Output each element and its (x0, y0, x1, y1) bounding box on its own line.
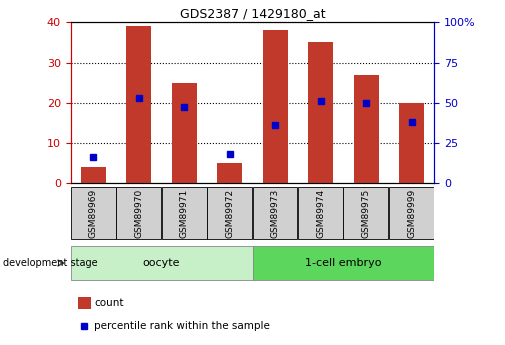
Bar (78, 297, 91, 309)
FancyBboxPatch shape (207, 187, 252, 239)
FancyBboxPatch shape (71, 246, 252, 280)
FancyBboxPatch shape (252, 187, 297, 239)
Text: GSM89969: GSM89969 (89, 188, 98, 238)
Text: GSM89972: GSM89972 (225, 188, 234, 238)
FancyBboxPatch shape (116, 187, 161, 239)
Text: GSM89973: GSM89973 (271, 188, 280, 238)
Text: GSM89975: GSM89975 (362, 188, 371, 238)
Bar (81, 167, 106, 183)
Text: count: count (94, 298, 124, 308)
FancyBboxPatch shape (298, 187, 343, 239)
Text: GSM89971: GSM89971 (180, 188, 189, 238)
Bar (172, 82, 197, 183)
Bar (126, 27, 152, 183)
Bar (217, 163, 242, 183)
Text: GSM89999: GSM89999 (407, 188, 416, 238)
FancyBboxPatch shape (252, 246, 434, 280)
Bar (308, 42, 333, 183)
Title: GDS2387 / 1429180_at: GDS2387 / 1429180_at (180, 7, 325, 20)
Text: percentile rank within the sample: percentile rank within the sample (94, 321, 270, 331)
Text: oocyte: oocyte (143, 258, 180, 268)
FancyBboxPatch shape (389, 187, 434, 239)
Text: GSM89970: GSM89970 (134, 188, 143, 238)
Text: GSM89974: GSM89974 (316, 188, 325, 238)
FancyBboxPatch shape (71, 187, 116, 239)
Bar (354, 75, 379, 183)
Bar (399, 103, 424, 183)
Text: development stage: development stage (3, 258, 97, 268)
Text: 1-cell embryo: 1-cell embryo (305, 258, 382, 268)
FancyBboxPatch shape (162, 187, 207, 239)
Bar (263, 30, 288, 183)
FancyBboxPatch shape (343, 187, 388, 239)
